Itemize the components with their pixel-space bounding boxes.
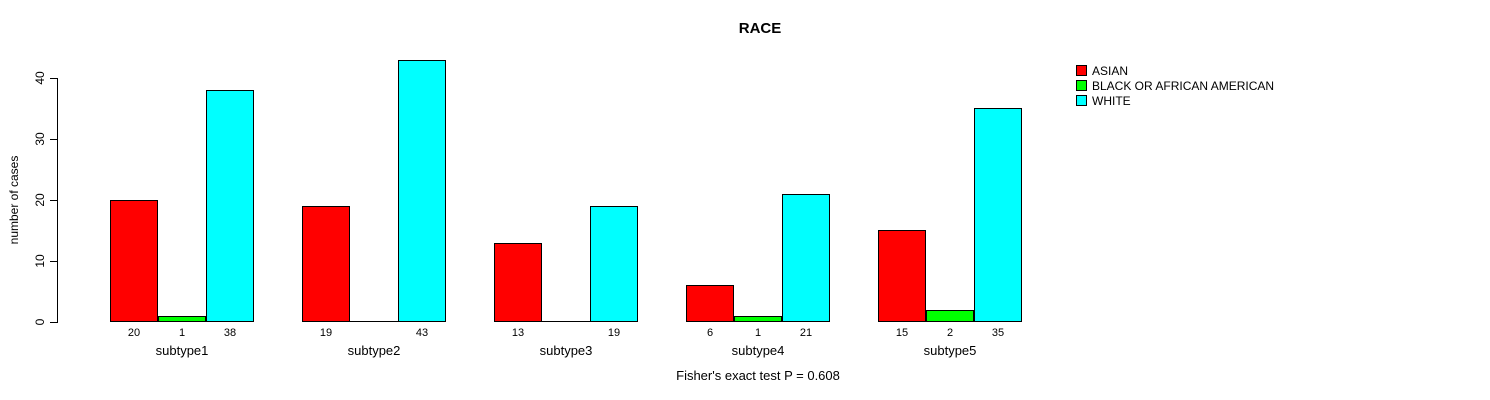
bar [734,316,782,322]
category-label: subtype5 [923,343,977,358]
footer-note: Fisher's exact test P = 0.608 [676,368,840,383]
bar-value-label: 6 [706,327,714,339]
legend-item: ASIAN [1076,63,1274,78]
bar-value-label: 43 [415,327,429,339]
y-axis-tick-label: 30 [33,132,47,146]
bar-value-label: 35 [991,327,1005,339]
legend: ASIAN BLACK OR AFRICAN AMERICAN WHITE [1076,63,1274,108]
chart-title: RACE [738,20,782,37]
zero-height-bar [542,321,590,322]
bar-value-label: 38 [223,327,237,339]
bar-value-label: 1 [754,327,762,339]
y-axis-tick [50,200,57,201]
bar [302,206,350,322]
bar [926,310,974,322]
y-axis-tick [50,322,57,323]
legend-color-swatch [1076,65,1087,76]
bar-value-label: 21 [799,327,813,339]
y-axis-tick [50,78,57,79]
bar [158,316,206,322]
legend-color-swatch [1076,80,1087,91]
y-axis-line [57,78,58,323]
y-axis-tick-label: 0 [33,318,47,326]
y-axis-tick-label: 10 [33,254,47,268]
bar-value-label: 13 [511,327,525,339]
bar [494,243,542,322]
category-label: subtype2 [347,343,401,358]
legend-item: BLACK OR AFRICAN AMERICAN [1076,78,1274,93]
bar [974,108,1022,322]
legend-label: BLACK OR AFRICAN AMERICAN [1092,78,1275,93]
y-axis-tick [50,139,57,140]
bar-value-label: 19 [607,327,621,339]
bar-value-label: 19 [319,327,333,339]
bar [782,194,830,322]
legend-color-swatch [1076,95,1087,106]
bar [878,230,926,322]
category-label: subtype4 [731,343,785,358]
y-axis-tick-label: 40 [33,71,47,85]
legend-label: ASIAN [1092,63,1129,78]
category-label: subtype1 [155,343,209,358]
bar [590,206,638,322]
bar [686,285,734,322]
bar [206,90,254,322]
category-label: subtype3 [539,343,593,358]
bar [398,60,446,322]
bar [110,200,158,322]
zero-height-bar [350,321,398,322]
bar-value-label: 20 [127,327,141,339]
y-axis-tick [50,261,57,262]
legend-label: WHITE [1092,93,1131,108]
bar-value-label: 2 [946,327,954,339]
legend-item: WHITE [1076,93,1274,108]
y-axis-tick-label: 20 [33,193,47,207]
bar-value-label: 1 [178,327,186,339]
bar-value-label: 15 [895,327,909,339]
